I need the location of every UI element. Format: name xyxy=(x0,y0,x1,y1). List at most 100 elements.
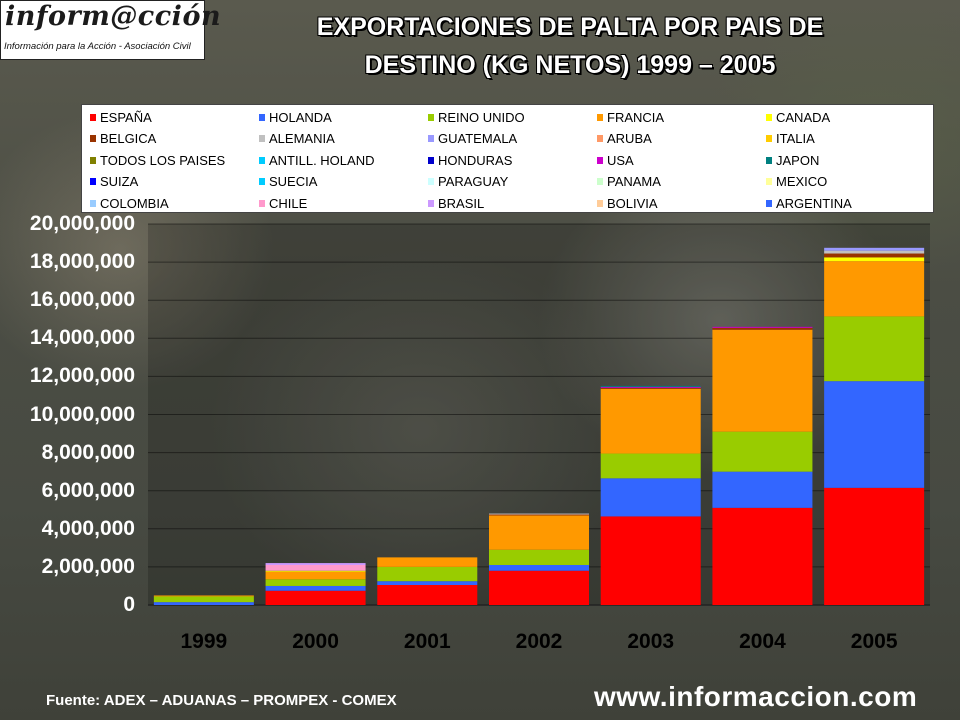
legend-item: ESPAÑA xyxy=(90,109,152,125)
legend-item: ITALIA xyxy=(766,131,815,147)
bar-segment xyxy=(489,549,589,565)
legend-label: SUIZA xyxy=(100,174,139,189)
legend-item: JAPON xyxy=(766,152,819,168)
legend-swatch xyxy=(428,199,434,207)
legend-label: USA xyxy=(607,152,634,168)
bar-segment xyxy=(600,453,701,479)
legend-label: ANTILL. HOLAND xyxy=(269,152,375,168)
legend-item: USA xyxy=(597,152,634,168)
legend-swatch xyxy=(766,156,772,164)
legend-label: BRASIL xyxy=(438,195,485,211)
legend-label: FRANCIA xyxy=(607,109,665,125)
legend-label: ALEMANIA xyxy=(269,131,335,146)
legend-item: SUECIA xyxy=(259,174,317,190)
legend-swatch xyxy=(597,156,603,164)
bar-segment xyxy=(712,471,813,508)
legend-swatch xyxy=(90,199,96,207)
chart-title: EXPORTACIONES DE PALTA POR PAIS DE DESTI… xyxy=(230,8,910,84)
legend-label: ARGENTINA xyxy=(776,195,852,211)
legend-item: BRASIL xyxy=(428,195,484,211)
bar-segment xyxy=(265,563,366,565)
bar-segment xyxy=(600,385,701,387)
legend-swatch xyxy=(428,113,434,121)
legend-swatch xyxy=(597,135,603,142)
legend-item: HOLANDA xyxy=(259,109,332,125)
legend-label: CANADA xyxy=(776,109,831,125)
legend-label: TODOS LOS PAISES xyxy=(100,152,226,168)
bar-segment xyxy=(712,507,813,605)
legend-swatch xyxy=(597,199,603,207)
bar-segment xyxy=(377,581,478,585)
legend-item: MEXICO xyxy=(766,174,827,190)
legend-swatch xyxy=(259,156,265,164)
legend-label: PARAGUAY xyxy=(438,174,509,189)
bar-segment xyxy=(265,564,366,571)
legend-label: GUATEMALA xyxy=(438,131,518,146)
legend-swatch xyxy=(766,178,772,185)
logo: inform@cción Información para la Acción … xyxy=(0,0,221,60)
legend-label: JAPON xyxy=(776,152,820,168)
bar-segment xyxy=(153,602,254,605)
y-tick-label: 6,000,000 xyxy=(41,478,135,502)
legend-swatch xyxy=(428,156,434,164)
legend-item: GUATEMALA xyxy=(428,131,517,147)
y-tick-label: 16,000,000 xyxy=(29,288,135,312)
bar-segment xyxy=(489,570,589,605)
y-tick-label: 14,000,000 xyxy=(29,326,135,350)
legend-swatch xyxy=(90,113,96,121)
bar-segment xyxy=(712,329,813,432)
bar-segment xyxy=(824,250,925,254)
legend-label: CHILE xyxy=(269,195,308,211)
bar-segment xyxy=(377,584,478,605)
bar-segment xyxy=(600,387,701,389)
logo-wordmark: inform@cción xyxy=(5,1,222,32)
bar-segment xyxy=(712,326,813,328)
legend-label: PANAMA xyxy=(607,174,661,189)
x-tick-label: 2003 xyxy=(627,630,675,653)
bar-segment xyxy=(265,590,366,605)
legend-swatch xyxy=(428,178,434,185)
website-link[interactable]: www.informaccion.com xyxy=(594,681,918,712)
legend-item: HONDURAS xyxy=(428,152,512,168)
legend-label: REINO UNIDO xyxy=(438,109,525,125)
bar-segment xyxy=(489,515,589,550)
legend-label: SUECIA xyxy=(269,174,318,189)
legend-swatch xyxy=(428,135,434,142)
bar-segment xyxy=(489,513,589,515)
legend-swatch xyxy=(90,178,96,185)
legend-label: BOLIVIA xyxy=(607,195,658,211)
bar-segment xyxy=(600,388,701,454)
legend-item: CHILE xyxy=(259,195,307,211)
chart-title-line-2: DESTINO (KG NETOS) 1999 – 2005 xyxy=(364,51,776,79)
legend-item: CANADA xyxy=(766,109,830,125)
y-tick-label: 18,000,000 xyxy=(29,250,135,274)
y-tick-label: 2,000,000 xyxy=(41,554,135,578)
bar-segment xyxy=(824,261,925,317)
bar-segment xyxy=(824,247,925,251)
legend-item: FRANCIA xyxy=(597,109,664,125)
bar-segment xyxy=(377,557,478,567)
bar-segment xyxy=(824,253,925,258)
bar-segment xyxy=(824,381,925,488)
x-tick-label: 2001 xyxy=(403,630,451,653)
bar-segment xyxy=(824,487,925,605)
legend-label: MEXICO xyxy=(776,174,828,189)
bar-segment xyxy=(824,316,925,382)
legend-item: ARGENTINA xyxy=(766,195,852,211)
legend-swatch xyxy=(259,113,265,121)
bar-segment xyxy=(265,570,366,572)
legend-swatch xyxy=(766,113,772,121)
x-tick-label: 2000 xyxy=(292,630,339,653)
legend-swatch xyxy=(259,199,265,207)
legend-item: ALEMANIA xyxy=(259,131,335,147)
bar-segment xyxy=(153,596,254,603)
bar-segment xyxy=(600,386,701,388)
legend-label: HONDURAS xyxy=(438,152,513,168)
legend-item: BELGICA xyxy=(90,131,156,147)
legend-swatch xyxy=(766,135,772,142)
legend-item: PARAGUAY xyxy=(428,174,508,190)
logo-tagline: Información para la Acción - Asociación … xyxy=(4,41,191,52)
legend-item: TODOS LOS PAISES xyxy=(90,152,225,168)
bar-segment xyxy=(600,478,701,517)
